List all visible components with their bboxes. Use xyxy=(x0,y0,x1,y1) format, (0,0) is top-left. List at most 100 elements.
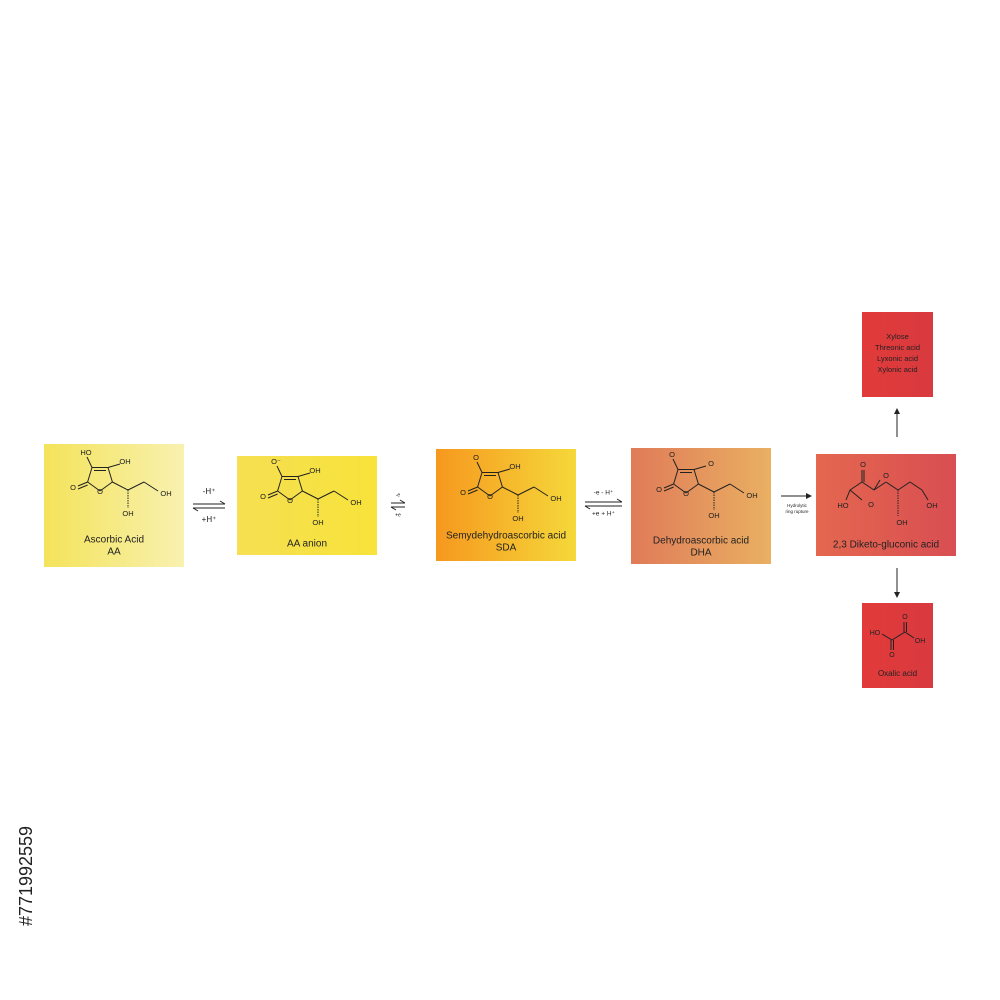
product-box xyxy=(862,603,933,688)
atom-label: O xyxy=(70,483,76,492)
atom-label: HO xyxy=(870,630,881,637)
bond xyxy=(497,468,511,473)
watermark: #771992559 xyxy=(16,826,36,926)
bond xyxy=(477,486,491,497)
bond xyxy=(497,472,503,488)
bond xyxy=(616,498,623,503)
bond xyxy=(143,481,159,492)
bond xyxy=(713,483,731,493)
atom-label: OH xyxy=(309,466,320,475)
compound-name: Semydehydroascorbic acid xyxy=(446,531,566,542)
bond xyxy=(302,490,319,500)
bond xyxy=(77,484,88,490)
bond xyxy=(897,481,911,491)
bond xyxy=(127,481,145,491)
atom-label: HO xyxy=(837,501,848,510)
reaction-label: +e + H⁺ xyxy=(592,511,616,518)
bond xyxy=(390,506,397,511)
compound-box xyxy=(237,456,377,555)
bond xyxy=(289,490,303,501)
atom-label: O xyxy=(883,471,889,480)
bond xyxy=(873,481,887,491)
bond xyxy=(584,505,591,510)
bond xyxy=(845,489,851,501)
bond xyxy=(698,483,715,493)
atom-label: OH xyxy=(896,518,907,527)
atom-label: O xyxy=(473,453,479,462)
compound-box xyxy=(44,444,184,567)
atom-label: OH xyxy=(160,489,171,498)
atom-label: HO xyxy=(80,448,91,457)
bond xyxy=(267,493,278,499)
bond xyxy=(399,499,406,504)
bond xyxy=(663,483,674,489)
product-name: Oxalic acid xyxy=(878,669,917,678)
compound-box xyxy=(436,449,576,561)
bond xyxy=(663,486,674,492)
compound-name: Ascorbic Acid xyxy=(84,535,144,546)
bond xyxy=(885,481,899,491)
product-name: Threonic acid xyxy=(875,343,920,352)
bond xyxy=(502,486,519,496)
bond xyxy=(881,633,893,641)
bond xyxy=(86,456,93,468)
atom-label: O xyxy=(902,614,908,621)
atom-label: O xyxy=(708,459,714,468)
bond xyxy=(219,500,226,505)
bond xyxy=(693,469,699,485)
bond xyxy=(921,489,929,501)
bond xyxy=(873,479,881,491)
bond xyxy=(77,481,88,487)
compound-name: Dehydroascorbic acid xyxy=(653,536,749,547)
bond xyxy=(192,507,199,512)
reaction-label: -e xyxy=(396,492,401,498)
bond xyxy=(685,483,699,494)
atom-label: O xyxy=(683,489,689,498)
bond xyxy=(107,467,113,483)
reaction-label: +H⁺ xyxy=(202,515,217,524)
bond xyxy=(276,465,283,477)
atom-label: OH xyxy=(509,462,520,471)
atom-label: O xyxy=(656,485,662,494)
product-name: Xylonic acid xyxy=(877,365,917,374)
product-box xyxy=(862,312,933,397)
compound-name: AA anion xyxy=(287,539,327,550)
reaction-label: Hydrolytic xyxy=(787,503,808,508)
compound-abbr: AA xyxy=(107,547,121,558)
bond xyxy=(477,472,483,488)
bond xyxy=(99,481,113,492)
atom-label: O xyxy=(287,496,293,505)
bond xyxy=(112,481,129,491)
atom-label: OH xyxy=(708,511,719,520)
bond xyxy=(672,458,679,470)
atom-label: O xyxy=(868,500,874,509)
atom-label: O xyxy=(889,652,895,659)
bond xyxy=(673,483,687,494)
atom-label: OH xyxy=(926,501,937,510)
bond xyxy=(891,631,906,641)
bond xyxy=(317,490,335,500)
atom-label: OH xyxy=(119,457,130,466)
bond xyxy=(849,481,863,491)
bond xyxy=(467,489,478,495)
compound-abbr: DHA xyxy=(690,548,711,559)
atom-label: OH xyxy=(350,498,361,507)
bond xyxy=(333,490,349,501)
atom-label: O xyxy=(460,488,466,497)
compound-box xyxy=(816,454,956,556)
bond xyxy=(87,481,101,492)
reaction-label: -H⁺ xyxy=(203,487,216,496)
atom-label: OH xyxy=(915,638,926,645)
bond xyxy=(489,486,503,497)
atom-label: O xyxy=(669,450,675,459)
bond xyxy=(909,481,923,491)
atom-label: O⁻ xyxy=(271,457,281,466)
bond xyxy=(533,486,549,497)
bond xyxy=(673,469,679,485)
bond xyxy=(861,481,875,491)
bond xyxy=(277,476,283,492)
compound-abbr: SDA xyxy=(496,543,517,554)
bond xyxy=(729,483,745,494)
atom-label: O xyxy=(260,492,266,501)
